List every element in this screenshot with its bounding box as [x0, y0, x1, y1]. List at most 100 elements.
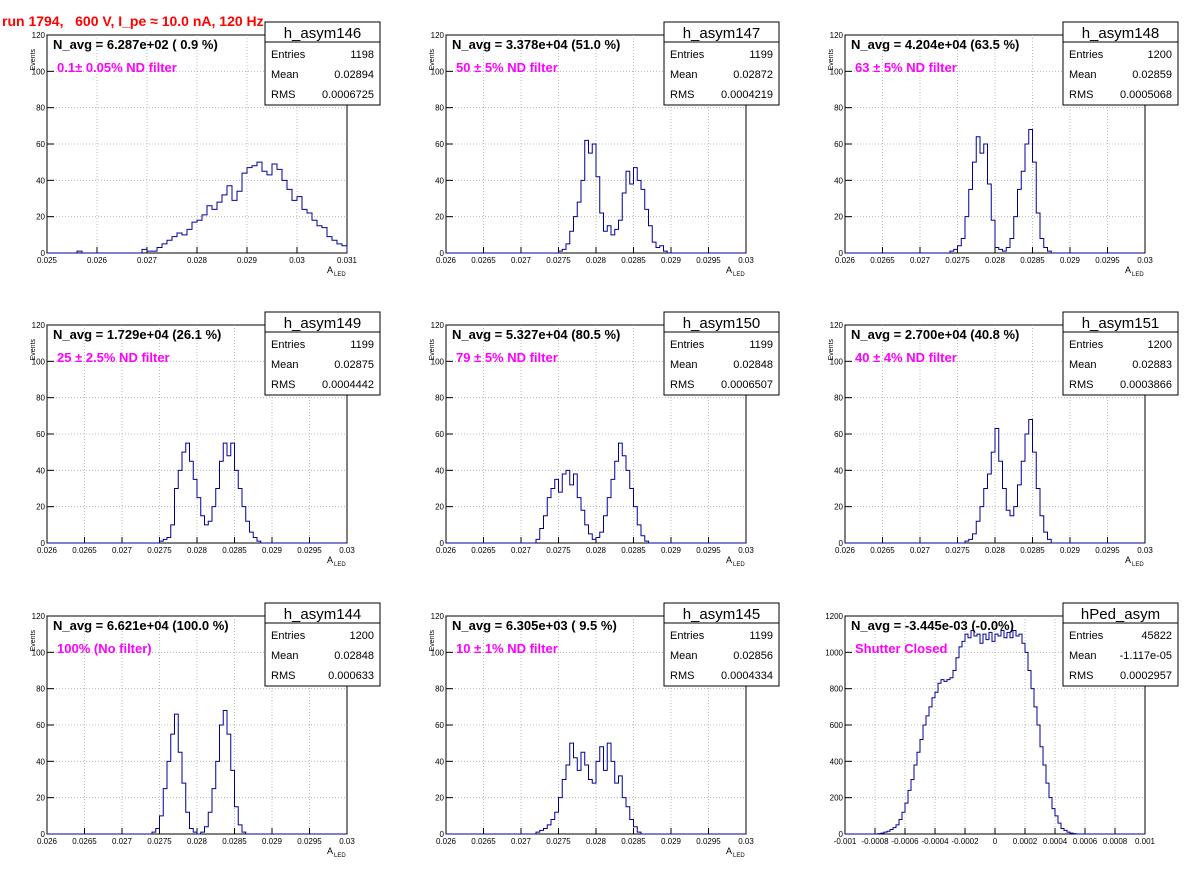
- y-tick-label: 1200: [825, 612, 843, 621]
- stats-label: Mean: [670, 69, 698, 81]
- histogram-line: [47, 161, 348, 254]
- stats-label: Mean: [670, 650, 698, 662]
- filter-annotation: 0.1± 0.05% ND filter: [57, 60, 177, 75]
- x-tick-label: 0.0265: [72, 546, 97, 555]
- x-axis-title: A: [1125, 265, 1131, 275]
- x-tick-label: 0.027: [137, 256, 158, 265]
- stats-value: 0.0004334: [721, 670, 773, 682]
- y-tick-label: 20: [435, 794, 444, 803]
- y-tick-label: 20: [36, 503, 45, 512]
- y-tick-label: 40: [834, 466, 843, 475]
- y-tick-label: 40: [36, 466, 45, 475]
- x-tick-label: 0.0265: [471, 546, 496, 555]
- x-tick-label: 0.026: [87, 256, 108, 265]
- x-tick-label: 0.029: [262, 837, 283, 846]
- stats-value: 45822: [1141, 630, 1172, 642]
- stats-label: Entries: [1069, 49, 1104, 61]
- x-axis-title-subscript: LED: [334, 272, 346, 278]
- stats-label: Mean: [271, 650, 299, 662]
- x-tick-label: 0.0265: [72, 837, 97, 846]
- x-tick-label: 0.0285: [621, 837, 646, 846]
- x-axis-title: A: [327, 555, 333, 565]
- filter-annotation: 79 ± 5% ND filter: [456, 350, 558, 365]
- stats-label: RMS: [670, 379, 694, 391]
- chart-panel-hPed_asym: -0.001 -0.0008 -0.0006 -0.0004 -0.0002 0 0.000…: [825, 602, 1179, 846]
- y-tick-label: 120: [830, 321, 844, 330]
- x-axis-title: A: [726, 846, 732, 856]
- filter-annotation: 10 ± 1% ND filter: [456, 641, 558, 656]
- stats-value: -1.117e-05: [1120, 650, 1172, 662]
- y-tick-label: 80: [834, 394, 843, 403]
- y-axis-title: Events: [828, 49, 835, 71]
- stats-label: Mean: [1069, 69, 1097, 81]
- x-tick-label: 0.0275: [147, 546, 172, 555]
- y-tick-label: 1000: [825, 648, 843, 657]
- x-tick-label: 0.0275: [546, 837, 571, 846]
- stats-label: RMS: [670, 89, 694, 101]
- stats-value: 0.02875: [334, 359, 374, 371]
- x-tick-label: 0.0275: [945, 546, 970, 555]
- x-tick-label: 0.0265: [870, 256, 895, 265]
- y-axis-title: Events: [30, 49, 37, 71]
- x-tick-label: 0.0275: [546, 546, 571, 555]
- x-axis-title-subscript: LED: [733, 853, 745, 859]
- y-tick-label: 40: [834, 176, 843, 185]
- y-tick-label: 60: [36, 140, 45, 149]
- filter-annotation: Shutter Closed: [855, 641, 948, 656]
- y-tick-label: 600: [830, 721, 844, 730]
- chart-panel-h_asym144: 0.026 0.0265 0.027 0.0275 0.028 0.0285 0.029 0.…: [30, 602, 381, 859]
- y-tick-label: 80: [435, 685, 444, 694]
- stats-box: [264, 21, 381, 106]
- stats-value: 1200: [1148, 339, 1172, 351]
- x-tick-label: 0.028: [586, 837, 607, 846]
- x-tick-label: -0.0008: [861, 837, 889, 846]
- histogram-line: [845, 128, 1145, 254]
- stats-label: Mean: [670, 359, 698, 371]
- y-axis-title: Events: [30, 630, 37, 652]
- x-tick-label: 0.0285: [621, 546, 646, 555]
- x-tick-label: 0.029: [237, 256, 258, 265]
- stats-value: 0.02848: [334, 650, 374, 662]
- y-tick-label: 40: [435, 757, 444, 766]
- stats-label: RMS: [271, 670, 295, 682]
- stats-value: 0.0006507: [721, 379, 773, 391]
- y-tick-label: 40: [435, 466, 444, 475]
- x-tick-label: 0.029: [661, 837, 682, 846]
- stats-value: 0.02872: [733, 69, 773, 81]
- x-tick-label: 0.03: [339, 546, 355, 555]
- x-tick-label: 0.0285: [222, 837, 247, 846]
- x-tick-label: 0.0275: [945, 256, 970, 265]
- x-tick-label: 0.029: [661, 256, 682, 265]
- stats-label: RMS: [1069, 89, 1093, 101]
- histogram-name: h_asym145: [683, 606, 761, 623]
- x-tick-label: 0.03: [738, 837, 754, 846]
- x-tick-label: 0.0275: [147, 837, 172, 846]
- y-tick-label: 0: [41, 249, 46, 258]
- y-axis-title: Events: [828, 339, 835, 361]
- y-tick-label: 400: [830, 757, 844, 766]
- stats-label: RMS: [1069, 670, 1093, 682]
- n-avg-headline: N_avg = 1.729e+04 (26.1 %): [53, 327, 221, 342]
- histogram-line: [845, 418, 1145, 544]
- n-avg-headline: N_avg = 6.287e+02 ( 0.9 %): [53, 37, 218, 52]
- y-axis-title: Events: [429, 630, 436, 652]
- x-tick-label: 0.027: [511, 546, 532, 555]
- x-tick-label: 0.026: [37, 837, 58, 846]
- y-tick-label: 100: [431, 67, 445, 76]
- stats-box: [1062, 602, 1179, 687]
- stats-value: 0.0004219: [721, 89, 773, 101]
- stats-value: 0.02859: [1132, 69, 1172, 81]
- x-tick-label: -0.001: [834, 837, 857, 846]
- x-tick-label: 0.028: [187, 256, 208, 265]
- x-axis-title: A: [726, 555, 732, 565]
- x-tick-label: 0.027: [511, 837, 532, 846]
- x-tick-label: 0.0285: [621, 256, 646, 265]
- y-tick-label: 100: [830, 67, 844, 76]
- chart-panel-h_asym150: 0.026 0.0265 0.027 0.0275 0.028 0.0285 0.029 0.…: [429, 311, 780, 568]
- x-axis-title-subscript: LED: [334, 853, 346, 859]
- stats-box: [1062, 21, 1179, 106]
- x-tick-label: 0.0295: [297, 546, 322, 555]
- stats-box: [663, 602, 780, 687]
- x-tick-label: 0.028: [985, 546, 1006, 555]
